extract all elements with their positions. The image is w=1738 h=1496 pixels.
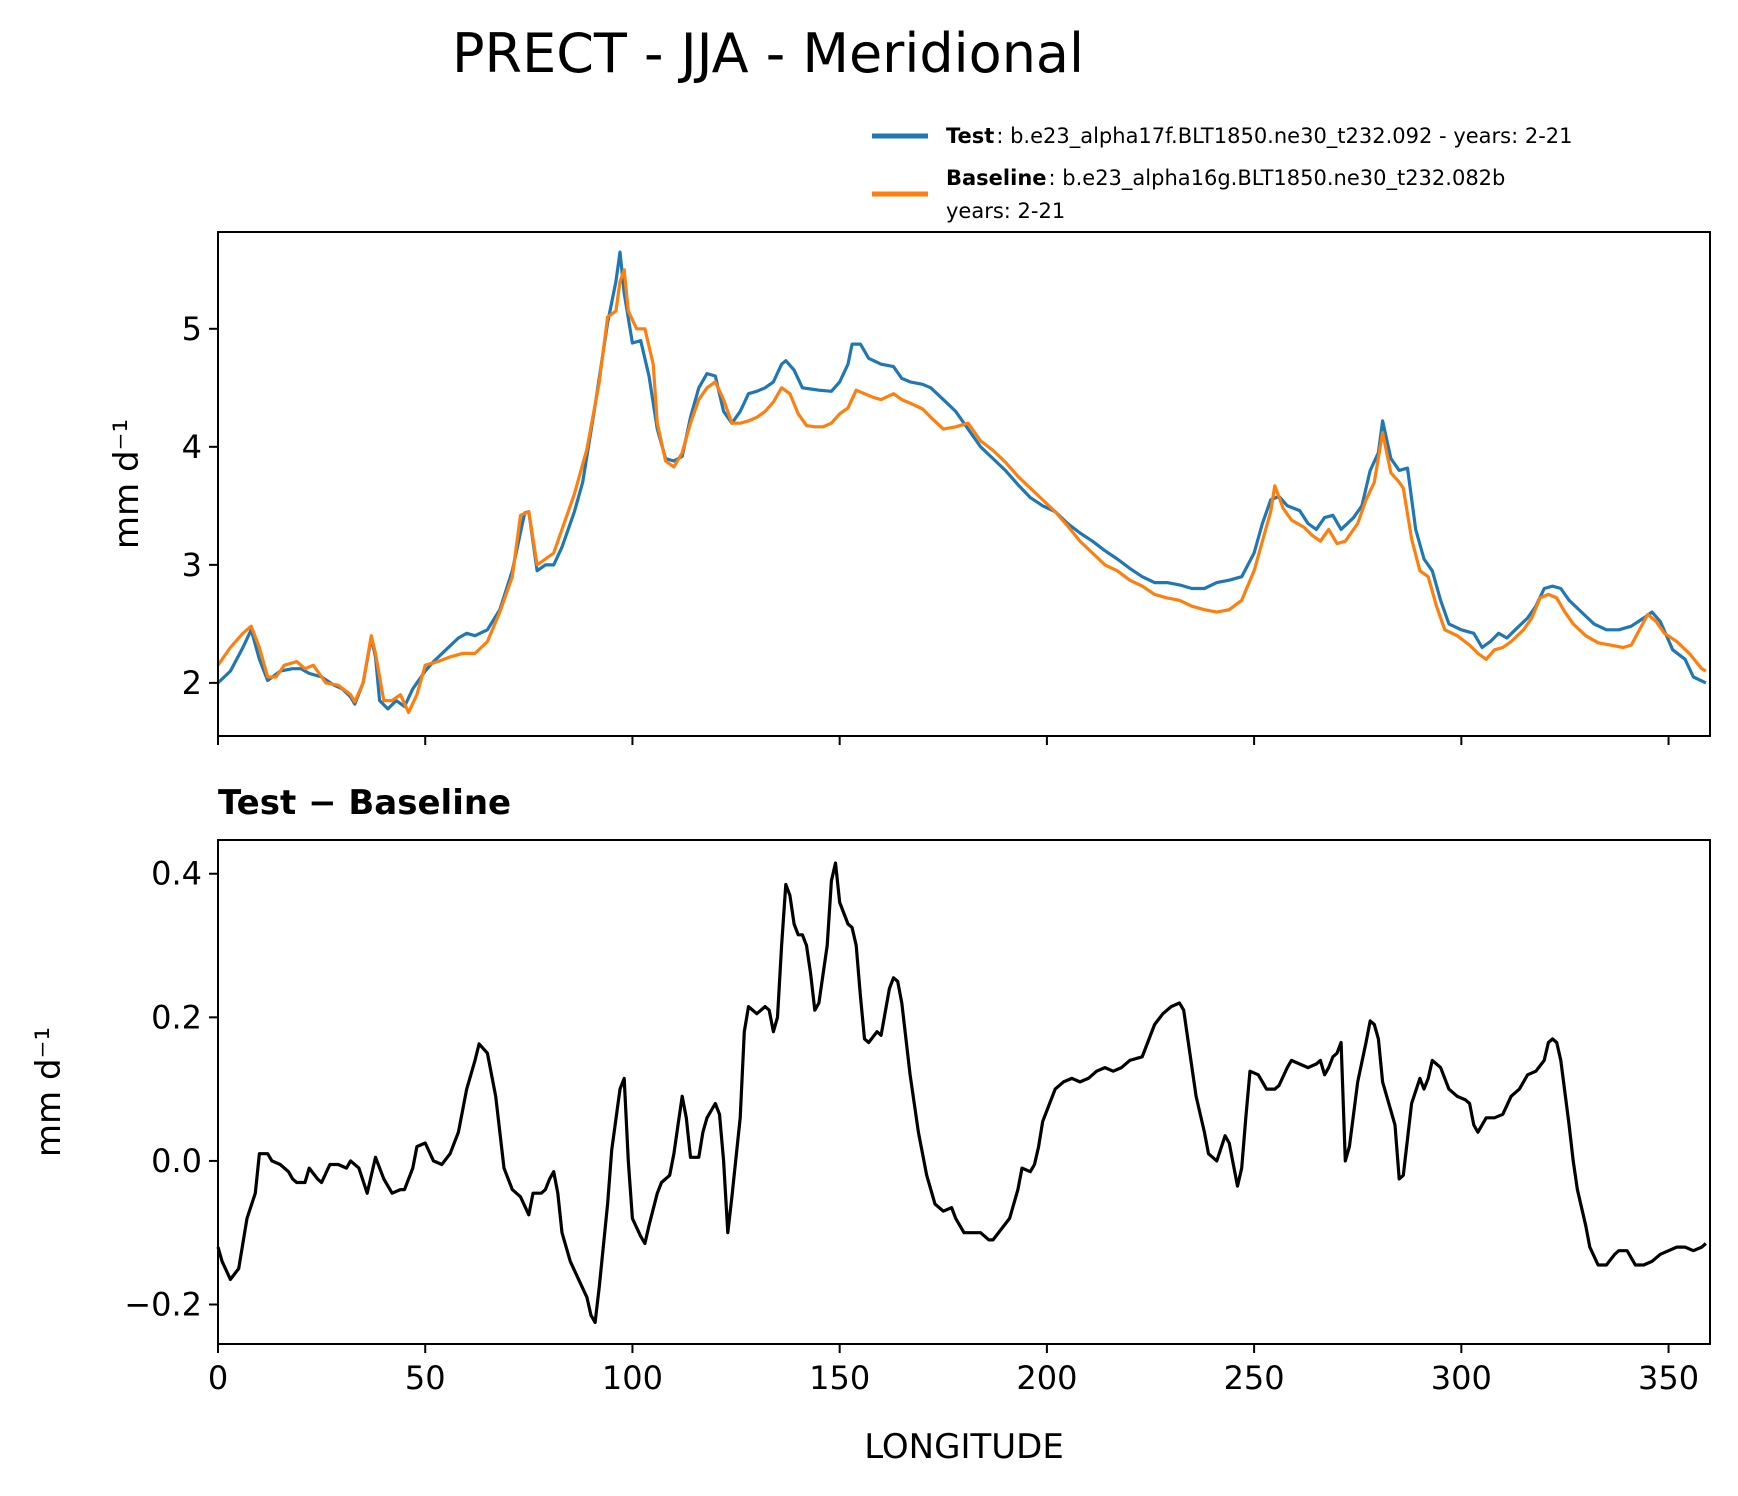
legend: Test: b.e23_alpha17f.BLT1850.ne30_t232.0… xyxy=(872,124,1573,223)
top-panel: 2 3 4 5 mm d⁻¹ xyxy=(107,231,1711,745)
figure-title: PRECT - JJA - Meridional xyxy=(452,22,1084,85)
legend-test-text: : b.e23_alpha17f.BLT1850.ne30_t232.092 -… xyxy=(996,124,1572,149)
top-y-axis-label: mm d⁻¹ xyxy=(107,419,147,549)
top-series-test xyxy=(216,250,1707,711)
legend-test-label: Test xyxy=(946,124,994,148)
legend-baseline-text2: years: 2-21 xyxy=(946,199,1065,223)
bottom-series xyxy=(216,861,1707,1325)
bottom-y-axis-label: mm d⁻¹ xyxy=(29,1027,69,1157)
bottom-series-test-baseline xyxy=(216,861,1707,1325)
legend-baseline-label: Baseline xyxy=(946,166,1047,190)
bottom-axes-frame xyxy=(217,839,1711,1345)
bottom-panel: Test − Baseline −0.2 0.0 0.2 0.4 0 50 100 150 2… xyxy=(29,783,1711,1467)
bottom-x-ticks: 0 50 100 150 200 250 300 350 xyxy=(208,1344,1699,1397)
bottom-x-tick-label: 350 xyxy=(1638,1359,1699,1397)
top-y-tick-label: 2 xyxy=(182,664,202,702)
bottom-x-tick-label: 150 xyxy=(809,1359,870,1397)
diff-panel-title: Test − Baseline xyxy=(218,783,511,823)
top-series xyxy=(216,250,1707,714)
svg-text:Baseline: b.e23_alpha16g.BLT18: Baseline: b.e23_alpha16g.BLT1850.ne30_t2… xyxy=(946,166,1505,191)
top-y-tick-label: 5 xyxy=(182,310,202,348)
bottom-y-tick-label: 0.4 xyxy=(151,855,202,893)
bottom-x-tick-label: 0 xyxy=(208,1359,228,1397)
bottom-x-tick-label: 100 xyxy=(602,1359,663,1397)
top-y-ticks: 2 3 4 5 xyxy=(182,310,218,702)
bottom-y-ticks: −0.2 0.0 0.2 0.4 xyxy=(124,855,218,1324)
legend-baseline-text: : b.e23_alpha16g.BLT1850.ne30_t232.082b xyxy=(1049,166,1506,191)
top-axes-frame xyxy=(217,231,1711,737)
top-x-ticks xyxy=(217,736,1670,745)
top-y-tick-label: 4 xyxy=(182,428,202,466)
bottom-x-tick-label: 300 xyxy=(1431,1359,1492,1397)
bottom-x-tick-label: 200 xyxy=(1016,1359,1077,1397)
bottom-x-tick-label: 250 xyxy=(1224,1359,1285,1397)
svg-text:Test: b.e23_alpha17f.BLT1850.n: Test: b.e23_alpha17f.BLT1850.ne30_t232.0… xyxy=(946,124,1573,149)
bottom-y-tick-label: 0.0 xyxy=(151,1142,202,1180)
bottom-y-tick-label: −0.2 xyxy=(124,1286,202,1324)
top-series-baseline xyxy=(216,268,1707,714)
x-axis-label: LONGITUDE xyxy=(864,1427,1064,1467)
top-y-tick-label: 3 xyxy=(182,546,202,584)
bottom-y-tick-label: 0.2 xyxy=(151,998,202,1036)
bottom-x-tick-label: 50 xyxy=(405,1359,446,1397)
